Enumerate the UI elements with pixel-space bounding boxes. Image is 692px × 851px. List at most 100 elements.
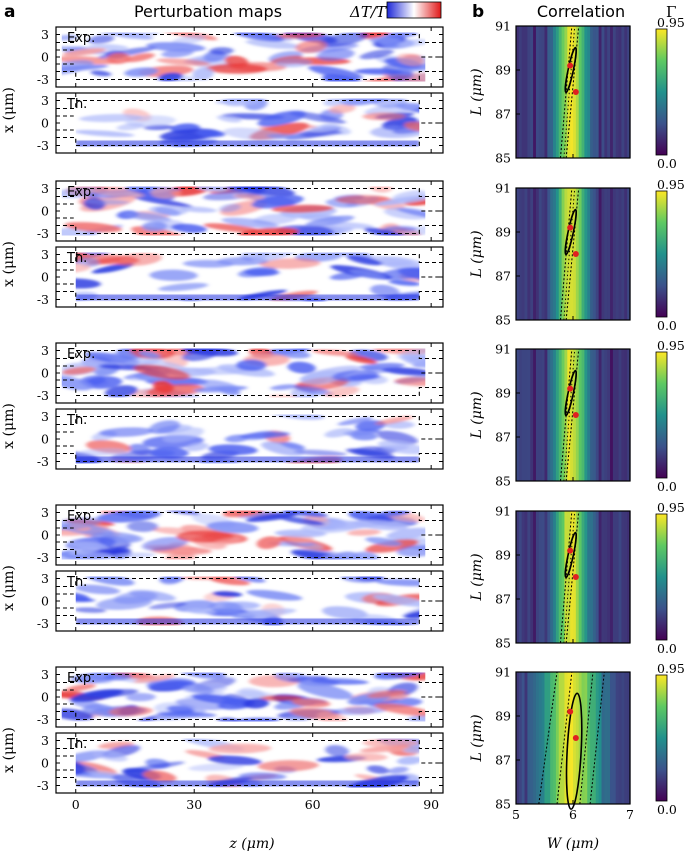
panel-b-title: Correlation (537, 2, 625, 21)
panel-b-row-1-contour-best (564, 46, 577, 94)
panel-b-row-3-cell (550, 349, 554, 481)
panel-a-row-1-th-channel-bottom (56, 136, 443, 147)
panel-a-row-5-th-ytick-label: 3 (41, 733, 49, 748)
panel-b-row-3: 85 87 89 91 L (μm) 0.95 0.0 (469, 338, 685, 494)
panel-b-row-2-cell (618, 188, 623, 320)
panel-b-row-4-ytick-label: 87 (495, 592, 511, 607)
panel-b-row-5-ytick-label: 85 (495, 797, 511, 812)
panel-a-row-4-th-map: Th. 3 0 -3 (37, 570, 444, 632)
panel-b-row-3-colorbar-min: 0.0 (657, 479, 677, 494)
panel-a-row-5-th-channel-bottom (56, 776, 443, 787)
panel-a-row-3-th-ytick-label: -3 (37, 454, 49, 469)
panel-b-row-4-cell (555, 511, 560, 643)
panel-b-row-1-cell (592, 26, 597, 158)
panel-b-row-4-ytick-label: 91 (495, 504, 511, 519)
panel-b-row-3-cell (524, 349, 528, 481)
panel-b-row-5-cell (621, 672, 625, 804)
panel-b-row-1-ytick-label: 87 (495, 107, 511, 122)
panel-b-row-2-cell (518, 188, 523, 320)
panel-a-row-3-exp-channel-top (56, 349, 443, 360)
panel-a-row-5-exp-ytick-label: -3 (37, 712, 49, 727)
panel-b-row-5-cell (550, 672, 554, 804)
panel-a-row-4-ylabel: x (μm) (1, 565, 17, 611)
panel-b-row-3-cell (627, 349, 631, 481)
panel-b-row-4-cell (518, 511, 523, 643)
panel-b-row-2-cell (550, 188, 554, 320)
panel-a-row-1-th-ytick-label: 0 (41, 116, 49, 131)
panel-a-row-5-exp-channel-top (56, 673, 443, 684)
panel-b-row-3-contour-best (564, 369, 577, 417)
panel-b-row-5-cell (604, 672, 608, 804)
panel-a-row-2-ylabel: x (μm) (1, 241, 17, 287)
panel-b-row-5-cell (612, 672, 617, 804)
panel-b-row-3-cell (527, 349, 531, 481)
panel-a-row-5-exp-ytick-label: 0 (41, 690, 49, 705)
panel-a-row-5-exp-map: Exp. 3 0 -3 (37, 666, 444, 728)
panel-b-row-3-cell (538, 349, 543, 481)
panel-a-row-3-exp-map: Exp. 3 0 -3 (37, 342, 444, 404)
panel-b-correlation: 85 87 89 91 L (μm) 0.95 0.0 85 87 89 91 L (μm) 0.95 0… (469, 15, 685, 822)
panel-a-row-1-exp-field (61, 32, 426, 82)
panel-a-title: Perturbation maps (134, 2, 282, 21)
panel-b-row-2-cell (624, 188, 628, 320)
panel-b-row-3-fit-point-2 (572, 412, 579, 418)
panel-a-row-4-exp-label: Exp. (67, 509, 95, 524)
panel-b-row-4-cell (615, 511, 620, 643)
panel-a-row-2-th-ytick-label: -3 (37, 292, 49, 307)
panel-a-row-4-th-channel-top (56, 577, 443, 588)
panel-a-row-1-exp-channel-top (56, 33, 443, 44)
panel-b-row-3-cell (587, 349, 591, 481)
panel-b-row-4-colorbar (655, 513, 668, 641)
panel-a-row-1-th-field (75, 98, 420, 148)
panel-b-row-1-cell (521, 26, 526, 158)
panel-a-row-4-exp-map: Exp. 3 0 -3 (37, 504, 444, 566)
panel-a-row-1-th-ytick-label: 3 (41, 93, 49, 108)
panel-a-row-3-th-label: Th. (66, 413, 87, 428)
panel-b-row-5-cell (561, 672, 566, 804)
panel-b-row-4-cell (521, 511, 526, 643)
panel-b-row-1-cell (553, 26, 557, 158)
panel-b-row-4-cell (592, 511, 597, 643)
panel-b-row-5-cell (601, 672, 605, 804)
panel-b-row-1-cell (524, 26, 528, 158)
panel-a-row-4-th-channel-bottom (56, 614, 443, 625)
panel-b-row-5-cell (555, 672, 560, 804)
panel-b-row-5-cell (610, 672, 614, 804)
panel-a-row-5-exp-field (61, 672, 426, 722)
panel-b-row-2-cell (607, 188, 611, 320)
panel-b-row-1-cell (618, 26, 623, 158)
panel-b-row-2-cell (538, 188, 543, 320)
panel-b-row-2-cell (601, 188, 605, 320)
panel-b-row-4-colorbar-min: 0.0 (657, 641, 677, 656)
panel-b-row-3-cell (610, 349, 614, 481)
panel-b-row-4-cell (581, 511, 585, 643)
panel-b-row-3-cell (592, 349, 597, 481)
panel-a-row-2-th-channel-top (56, 253, 443, 264)
panel-b-row-3-cell (601, 349, 605, 481)
panel-b-row-2-ylabel: L (μm) (469, 230, 485, 278)
panel-b-row-5-cell (535, 672, 540, 804)
panel-b-row-3-cell (590, 349, 594, 481)
panel-b-row-2-cell (555, 188, 560, 320)
panel-a-row-2-exp-map: Exp. 3 0 -3 (37, 180, 444, 242)
panel-b-row-5-cell (587, 672, 591, 804)
panel-a-row-2-th-map: Th. 3 0 -3 (37, 246, 444, 308)
panel-b-row-3-cell (598, 349, 603, 481)
panel-b-row-4-cell (610, 511, 614, 643)
panel-b-row-4-cell (538, 511, 543, 643)
panel-b-row-2-cell (567, 188, 571, 320)
panel-a-row-3-exp-ytick-label: 0 (41, 366, 49, 381)
panel-b-row-5-cell (624, 672, 628, 804)
panel-b-row-5-cell (524, 672, 528, 804)
panel-b-row-1-cell (581, 26, 585, 158)
panel-b-row-4-cell (607, 511, 611, 643)
panel-b-row-4-contour-best (564, 531, 577, 579)
panel-b-row-5-cell (607, 672, 611, 804)
panel-b-row-4-cell (544, 511, 548, 643)
panel-b-row-4: 85 87 89 91 L (μm) 0.95 0.0 (469, 500, 685, 656)
panel-b-xtick-label: 6 (569, 807, 577, 822)
panel-b-row-4-cell (550, 511, 554, 643)
panel-b-row-2-fit-point-2 (572, 251, 579, 257)
panel-a-xlabel: z (μm) (228, 836, 274, 851)
panel-b-row-5-cell (547, 672, 551, 804)
